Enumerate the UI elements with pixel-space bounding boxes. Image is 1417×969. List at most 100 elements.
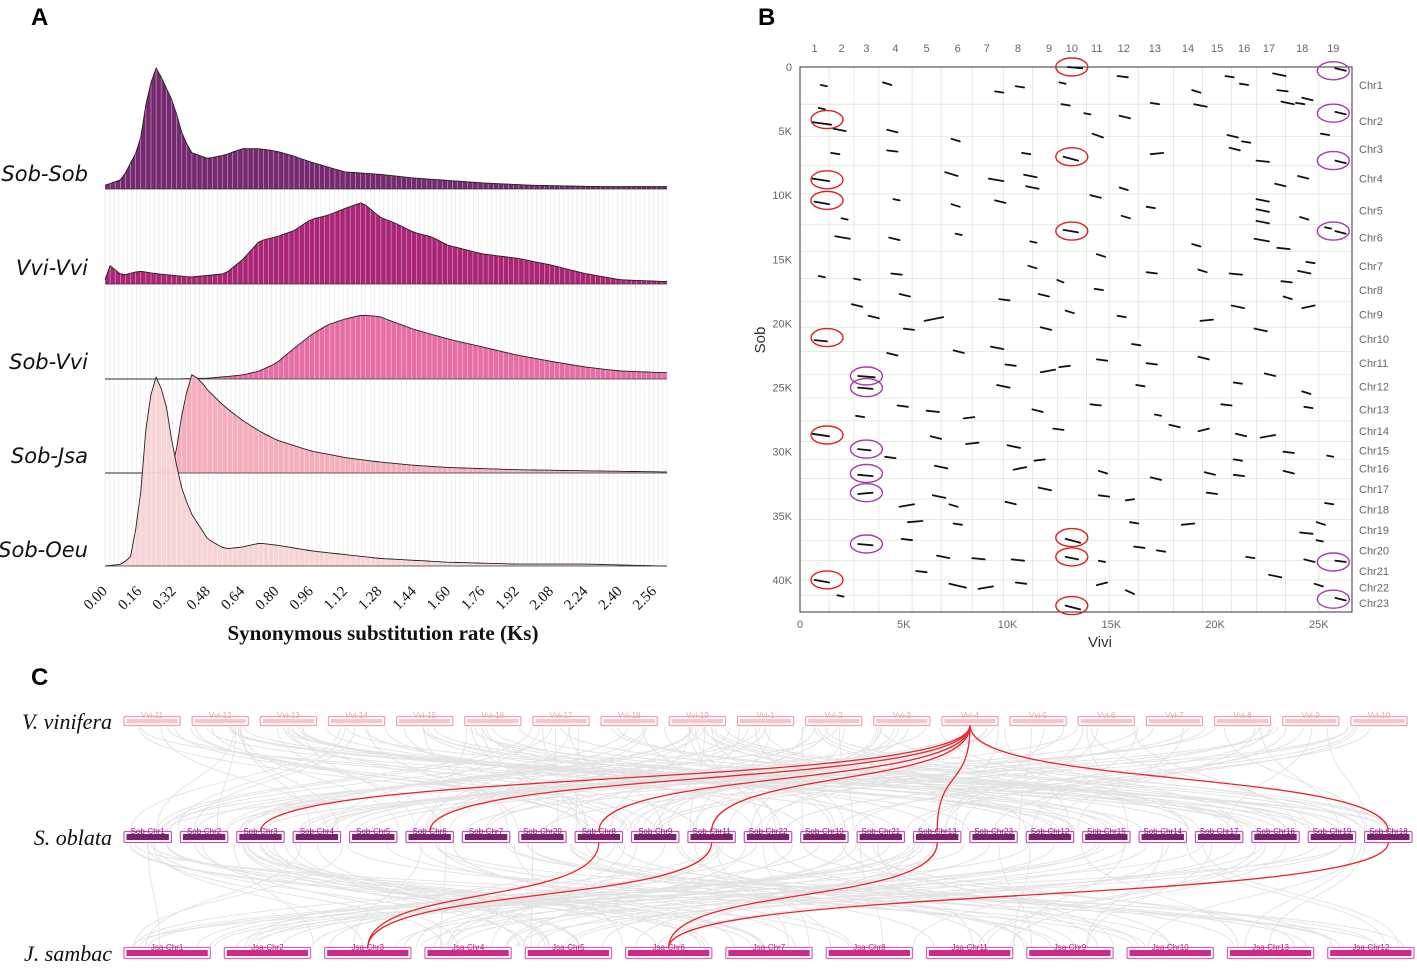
background-synteny-link xyxy=(504,843,1404,948)
chromosome-jsa-chr11 xyxy=(928,950,1011,956)
background-synteny-link xyxy=(1010,843,1286,948)
background-synteny-link xyxy=(152,843,364,948)
dotplot-red-circle xyxy=(810,425,844,445)
chromosome-label: Sob-Chr10 xyxy=(805,827,844,836)
dotplot-segment xyxy=(1193,103,1208,108)
dotplot-segment xyxy=(1259,434,1277,439)
dotplot-red-circle xyxy=(1055,57,1089,77)
dotplot-segment xyxy=(1058,81,1067,85)
dotplot-top-label: 4 xyxy=(892,43,898,55)
species-label: J. sambac xyxy=(24,941,112,966)
chromosome-outline xyxy=(969,830,1018,844)
dotplot-segment xyxy=(1083,112,1092,116)
background-synteny-link xyxy=(367,726,519,832)
dotplot-segment xyxy=(886,149,899,153)
background-synteny-link xyxy=(1049,726,1256,832)
background-synteny-link xyxy=(209,843,916,948)
dotplot-segment xyxy=(1168,423,1181,429)
dotplot-segment xyxy=(1255,208,1270,213)
chromosome-vvi-5 xyxy=(1012,719,1064,723)
dotplot-segment xyxy=(857,491,874,495)
chromosome-vvi-17 xyxy=(535,719,587,723)
dotplot-segment xyxy=(1031,408,1044,413)
dotplot-segment xyxy=(1149,151,1165,156)
chromosome-sob-chr4 xyxy=(295,834,339,840)
background-synteny-link xyxy=(859,843,884,948)
dotplot-segment xyxy=(1228,146,1241,152)
dotplot-segment xyxy=(811,121,832,126)
chromosome-outline xyxy=(223,946,312,960)
background-synteny-link xyxy=(516,843,1341,948)
background-synteny-link xyxy=(667,726,804,832)
chromosome-label: Jsa-Chr7 xyxy=(753,943,786,952)
dotplot-right-label: Chr1 xyxy=(1359,80,1383,92)
panel-c-letter: C xyxy=(31,664,48,691)
dotplot-segment xyxy=(1006,444,1021,449)
dotplot-segment xyxy=(1064,309,1075,315)
background-synteny-link xyxy=(216,726,237,832)
background-synteny-link xyxy=(133,843,344,948)
dotplot-segment xyxy=(898,293,911,298)
chromosome-label: Vvi-16 xyxy=(482,711,505,720)
dotplot-segment xyxy=(1324,502,1335,506)
dotplot-segment xyxy=(1039,326,1052,331)
chromosome-label: Vvi-2 xyxy=(825,711,844,720)
chromosome-sob-chr8 xyxy=(577,834,621,840)
dotplot-segment xyxy=(915,570,928,574)
background-synteny-link xyxy=(297,726,1035,832)
dotplot-purple-circle xyxy=(849,439,884,459)
chromosome-label: Sob-Chr16 xyxy=(1256,827,1295,836)
background-synteny-link xyxy=(1186,843,1386,948)
dotplot-segment xyxy=(817,275,826,279)
chromosome-jsa-chr4 xyxy=(427,950,509,956)
dotplot-segment xyxy=(884,455,897,460)
dotplot-segment xyxy=(890,272,903,276)
ks-series-vvi-vvi xyxy=(104,202,668,285)
background-synteny-link xyxy=(944,726,1045,832)
chromosome-outline xyxy=(825,946,914,960)
background-synteny-link xyxy=(145,843,301,948)
background-synteny-link xyxy=(619,726,909,832)
dotplot-segment xyxy=(813,339,828,343)
dotplot-right-label: Chr4 xyxy=(1359,174,1383,186)
chromosome-label: Jsa-Chr2 xyxy=(251,943,284,952)
dotplot-purple-circle xyxy=(1316,589,1351,609)
dotplot-purple-circle xyxy=(1316,103,1351,123)
ks-x-tick: 1.44 xyxy=(390,583,420,613)
dotplot-segment xyxy=(1025,185,1040,190)
background-synteny-link xyxy=(312,843,890,948)
background-synteny-link xyxy=(602,843,935,948)
chromosome-outline xyxy=(800,830,849,844)
background-synteny-link xyxy=(190,726,657,832)
ks-series-label: Sob-Oeu xyxy=(0,538,88,562)
ks-x-tick: 2.40 xyxy=(596,584,626,614)
chromosome-sob-chr22 xyxy=(746,834,790,840)
chromosome-outline xyxy=(191,715,249,727)
dotplot-y-tick: 15K xyxy=(772,254,792,266)
background-synteny-link xyxy=(246,843,701,948)
dotplot-segment xyxy=(1097,559,1106,563)
dotplot-segment xyxy=(1095,358,1108,362)
chromosome-label: Vvi-5 xyxy=(1029,711,1048,720)
chromosome-label: Vvi-4 xyxy=(961,711,980,720)
dotplot-segment xyxy=(1029,240,1038,244)
chromosome-label: Vvi-14 xyxy=(345,711,368,720)
dotplot-segment xyxy=(811,177,830,183)
ks-x-tick: 0.00 xyxy=(81,584,111,614)
background-synteny-link xyxy=(585,843,1074,948)
background-synteny-link xyxy=(147,843,161,948)
panel-a: A Sob-Sob Vvi-Vvi Sob-Vvi Sob-Jsa Sob-Oeu 0.0… xyxy=(0,4,668,645)
background-synteny-link xyxy=(1086,843,1164,948)
dotplot-segment xyxy=(1052,427,1065,431)
background-synteny-link xyxy=(1086,726,1129,832)
dotplot-segment xyxy=(994,199,1007,204)
dotplot-segment xyxy=(1297,175,1310,180)
dotplot-segment xyxy=(936,554,951,559)
chromosome-outline xyxy=(736,715,795,727)
ks-x-tick: 1.92 xyxy=(493,584,523,614)
chromosome-label: Sob-Chr5 xyxy=(356,827,391,836)
dotplot-y-tick: 10K xyxy=(772,190,792,202)
background-synteny-link xyxy=(703,726,1232,832)
